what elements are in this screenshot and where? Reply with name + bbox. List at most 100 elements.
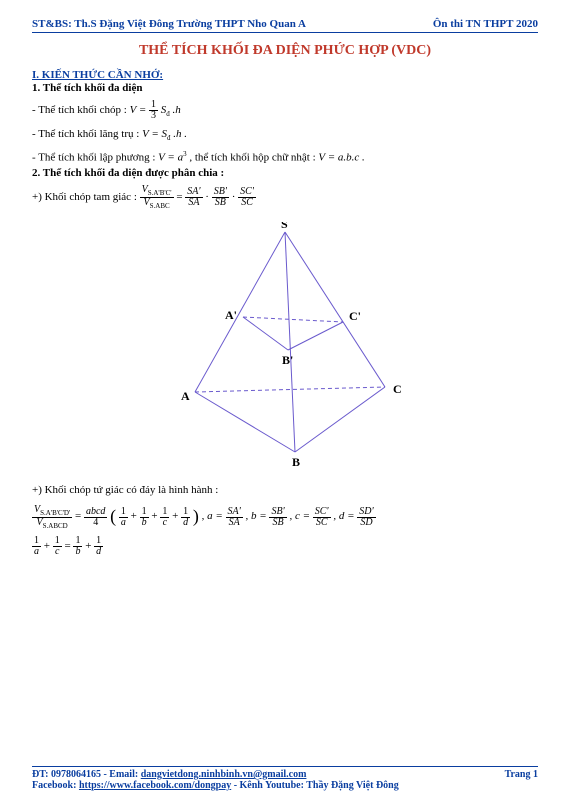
formula-chop: - Thể tích khối chóp : V = 1 3 Sđ .h xyxy=(32,100,538,121)
svg-text:C: C xyxy=(393,382,402,396)
denominator: SD xyxy=(357,518,375,528)
text: , d = xyxy=(333,511,357,523)
fraction: 1d xyxy=(181,507,190,528)
numerator: 1 xyxy=(53,536,62,547)
facebook-link[interactable]: https://www.facebook.com/dongpay xyxy=(79,780,231,791)
denominator: 3 xyxy=(149,111,158,121)
svg-text:A: A xyxy=(181,389,190,403)
numerator: 1 xyxy=(73,536,82,547)
text: - Thể tích khối lập phương : xyxy=(32,152,158,164)
denominator: a xyxy=(119,518,128,528)
fraction: 1c xyxy=(160,507,169,528)
subscript: S.A'B'C' xyxy=(148,189,172,197)
numerator: 1 xyxy=(160,507,169,518)
svg-text:A': A' xyxy=(225,308,237,322)
numerator: 1 xyxy=(119,507,128,518)
text: + xyxy=(172,511,181,523)
svg-text:S: S xyxy=(281,222,288,231)
fraction: VS.A'B'C'D' VS.ABCD xyxy=(32,505,72,530)
formula-reciprocal: 1a + 1c = 1b + 1d xyxy=(32,536,538,557)
fraction: SB'SB xyxy=(212,187,229,208)
subscript: đ xyxy=(166,110,170,118)
fraction: SC'SC xyxy=(238,187,256,208)
denominator: VS.ABC xyxy=(140,198,174,210)
denominator: SA xyxy=(185,198,202,208)
text: V = a.b.c . xyxy=(318,152,364,164)
paren-close: ) xyxy=(193,506,199,526)
text: = xyxy=(64,540,73,552)
text: Facebook: xyxy=(32,780,79,791)
page-footer: ĐT: 0978064165 - Email: dangvietdong.nin… xyxy=(32,766,538,791)
numerator: SC' xyxy=(313,507,331,518)
fraction: VS.A'B'C' VS.ABC xyxy=(140,185,174,210)
footer-rule xyxy=(32,766,538,767)
denominator: SB xyxy=(212,198,229,208)
subheading-1: 1. Thể tích khối đa diện xyxy=(32,82,538,94)
fraction: 1 3 xyxy=(149,100,158,121)
diagram-wrap: SABCA'B'C' xyxy=(32,222,538,475)
text: V = a xyxy=(158,152,183,164)
tetrahedron-diagram: SABCA'B'C' xyxy=(135,222,435,472)
denominator: SA xyxy=(226,518,243,528)
fraction: SA'SA xyxy=(185,187,202,208)
fraction: 1c xyxy=(53,536,62,557)
denominator: SB xyxy=(269,518,286,528)
text: + xyxy=(44,540,53,552)
text: +) Khối chóp tam giác : xyxy=(32,191,140,203)
text: + xyxy=(131,511,140,523)
fraction: 1d xyxy=(94,536,103,557)
page-header: ST&BS: Th.S Đặng Việt Đông Trường THPT N… xyxy=(32,18,538,33)
numerator: SB' xyxy=(269,507,286,518)
fraction: 1a xyxy=(32,536,41,557)
subscript: S.A'B'C'D' xyxy=(40,509,70,517)
text: - Thể tích khối chóp : xyxy=(32,104,130,116)
header-left: ST&BS: Th.S Đặng Việt Đông Trường THPT N… xyxy=(32,18,306,30)
email-link[interactable]: dangvietdong.ninhbinh.vn@gmail.com xyxy=(141,769,307,780)
numerator: 1 xyxy=(140,507,149,518)
text: , c = xyxy=(289,511,312,523)
text: + xyxy=(151,511,160,523)
denominator: d xyxy=(94,547,103,557)
denominator: b xyxy=(73,547,82,557)
denominator: SC xyxy=(238,198,256,208)
fraction: 1b xyxy=(140,507,149,528)
fraction: SC'SC xyxy=(313,507,331,528)
paren-open: ( xyxy=(110,506,116,526)
subheading-2: 2. Thể tích khối đa diện được phân chia … xyxy=(32,167,538,179)
numerator: 1 xyxy=(32,536,41,547)
footer-social: Facebook: https://www.facebook.com/dongp… xyxy=(32,780,399,791)
text: .h . xyxy=(173,128,187,140)
formula-ratio-tri: +) Khối chóp tam giác : VS.A'B'C' VS.ABC… xyxy=(32,185,538,210)
text: ĐT: 0978064165 - Email: xyxy=(32,769,141,780)
denominator: c xyxy=(53,547,62,557)
denominator: b xyxy=(140,518,149,528)
fraction: SD'SD xyxy=(357,507,375,528)
text: - Thể tích khối lăng trụ : xyxy=(32,128,142,140)
subscript: đ xyxy=(167,134,171,142)
text: + xyxy=(85,540,94,552)
numerator: abcd xyxy=(84,507,107,518)
text-quad-pyramid: +) Khối chóp tứ giác có đáy là hình hành… xyxy=(32,483,538,498)
formula-ratio-quad: VS.A'B'C'D' VS.ABCD = abcd4 ( 1a + 1b + … xyxy=(32,504,538,529)
numerator: 1 xyxy=(94,536,103,547)
svg-text:B': B' xyxy=(282,353,293,367)
text: - Kênh Youtube: Thầy Đặng Việt Đông xyxy=(231,780,399,791)
numerator: SA' xyxy=(226,507,243,518)
numerator: SD' xyxy=(357,507,375,518)
formula-langtru: - Thể tích khối lăng trụ : V = Sđ .h . xyxy=(32,127,538,144)
header-right: Ôn thi TN THPT 2020 xyxy=(433,18,538,30)
page-number: Trang 1 xyxy=(505,769,538,780)
page-title: THỂ TÍCH KHỐI ĐA DIỆN PHỨC HỢP (VDC) xyxy=(32,43,538,59)
fraction: SA'SA xyxy=(226,507,243,528)
numerator: 1 xyxy=(181,507,190,518)
section-heading: I. KIẾN THỨC CẦN NHỚ: xyxy=(32,69,538,81)
svg-text:C': C' xyxy=(349,309,361,323)
text: V = S xyxy=(142,128,167,140)
text: = xyxy=(176,191,185,203)
superscript: 3 xyxy=(183,150,187,158)
fraction: 1b xyxy=(73,536,82,557)
fraction: 1a xyxy=(119,507,128,528)
denominator: 4 xyxy=(84,518,107,528)
subscript: S.ABC xyxy=(150,202,170,210)
text: = xyxy=(75,511,84,523)
